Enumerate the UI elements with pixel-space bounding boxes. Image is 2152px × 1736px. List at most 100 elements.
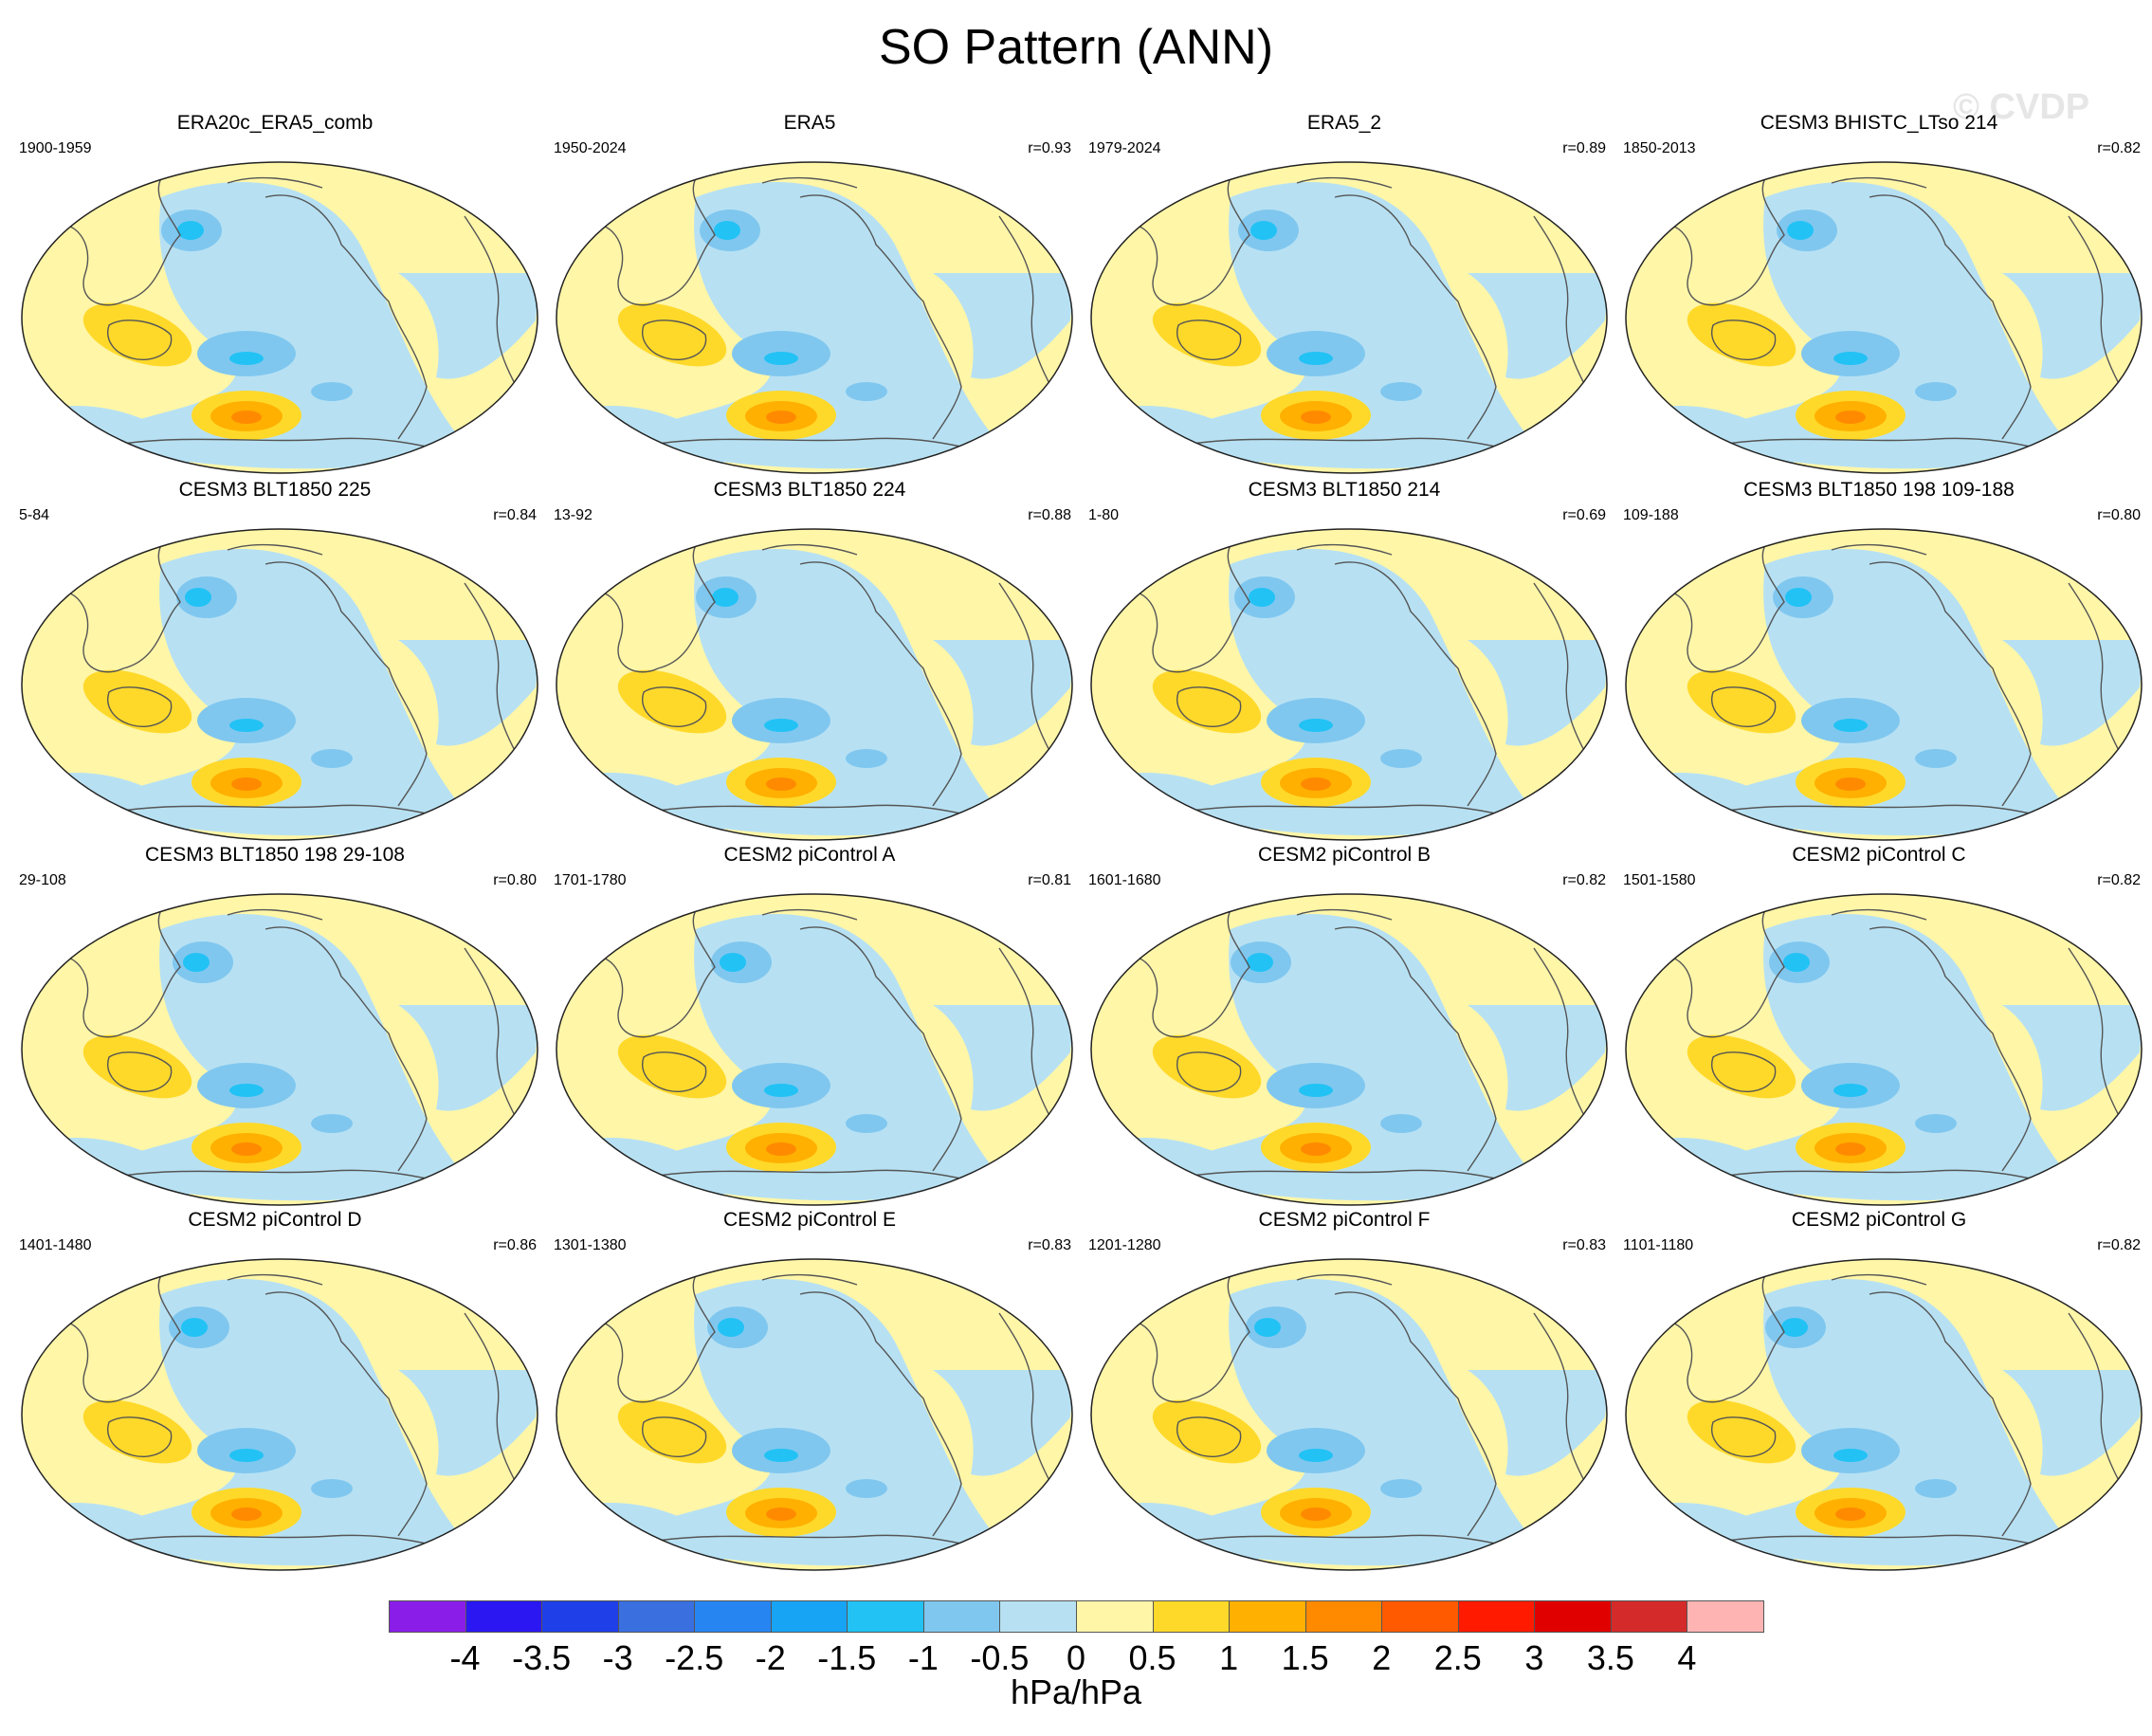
coastline-africa-europe	[464, 947, 522, 1129]
colorbar-tick-label: 1	[1219, 1638, 1239, 1677]
negative-region	[1164, 1279, 1534, 1566]
south-pacific-core	[1299, 352, 1333, 365]
colorbar-tick-label: 2.5	[1433, 1638, 1482, 1677]
panel-title: CESM3 BLT1850 224	[713, 479, 906, 501]
negative-patch	[846, 382, 887, 401]
colorbar-swatch	[389, 1600, 466, 1633]
coastline-arctic	[1296, 1273, 1393, 1286]
global-map	[556, 528, 1073, 841]
coastline-arctic	[1831, 176, 1927, 189]
southern-high-core	[1835, 1142, 1866, 1156]
panel-title: CESM2 piControl E	[722, 1209, 897, 1231]
south-pacific-core	[1299, 1084, 1333, 1097]
indo-pacific-high	[1152, 669, 1262, 734]
colorbar-tick-label: -1.5	[817, 1638, 877, 1677]
map-border	[21, 528, 538, 841]
coastline-asia	[581, 1274, 716, 1403]
watermark: © CVDP	[1953, 87, 2090, 127]
north-pacific-core	[185, 588, 211, 607]
colorbar-tick-label: 0.5	[1128, 1638, 1176, 1677]
pattern-correlation: r=0.69	[1562, 507, 1606, 523]
north-pacific-core	[1783, 953, 1810, 972]
global-map	[556, 893, 1073, 1206]
negative-region	[1164, 549, 1534, 836]
colorbar-swatch	[922, 1600, 1001, 1633]
negative-patch	[1915, 382, 1957, 401]
global-map	[21, 161, 538, 474]
coastline-africa-europe	[1533, 215, 1592, 397]
panel-title: CESM2 piControl A	[723, 844, 896, 866]
coastline-arctic	[761, 176, 858, 189]
colorbar-tick-label: -0.5	[970, 1638, 1030, 1677]
map-border	[1090, 161, 1608, 474]
coastline-americas	[799, 926, 962, 1172]
negative-region	[2002, 273, 2142, 379]
global-map	[1625, 161, 2143, 474]
coastline-americas	[1334, 561, 1497, 807]
panel-title: CESM2 piControl C	[1792, 844, 1966, 866]
indo-pacific-high	[1687, 669, 1796, 734]
colorbar-swatch	[541, 1600, 619, 1633]
coastline-australia	[642, 1051, 707, 1092]
coastline-americas	[264, 194, 428, 440]
coastline-americas	[799, 561, 962, 807]
coastline-americas	[799, 1291, 962, 1537]
coastline-asia	[1650, 177, 1785, 306]
coastline-arctic	[761, 908, 858, 921]
coastline-arctic	[227, 1273, 323, 1286]
map-border	[1625, 528, 2143, 841]
coastline-arctic	[1296, 176, 1393, 189]
coastline-antarctica	[1192, 1534, 1525, 1551]
global-map	[556, 161, 1073, 474]
panel-title: ERA5_2	[1306, 112, 1382, 134]
negative-region	[95, 1279, 465, 1566]
coastline-australia	[1176, 1416, 1242, 1457]
negative-region	[629, 1279, 999, 1566]
colorbar-tick-label: 3.5	[1586, 1638, 1634, 1677]
coastline-arctic	[1296, 908, 1393, 921]
map-border	[1090, 893, 1608, 1206]
coastline-americas	[1334, 194, 1497, 440]
global-map	[1090, 1258, 1608, 1571]
negative-patch	[311, 1479, 353, 1498]
colorbar-tick-label: 1.5	[1281, 1638, 1329, 1677]
coastline-asia	[1650, 544, 1785, 673]
map-panel: ERA5_2 1979-2024 r=0.89	[1079, 112, 1610, 474]
panel-period: 1601-1680	[1088, 872, 1161, 888]
map-border	[1090, 1258, 1608, 1571]
coastline-australia	[107, 1051, 173, 1092]
pattern-correlation: r=0.82	[2097, 1237, 2141, 1253]
map-border	[1090, 528, 1608, 841]
southern-high-core	[1301, 1142, 1331, 1156]
panel-title: CESM3 BLT1850 214	[1248, 479, 1441, 501]
coastline-americas	[1869, 561, 2032, 807]
coastline-australia	[107, 1416, 173, 1457]
coastline-antarctica	[1726, 1169, 2060, 1186]
coastline-antarctica	[1192, 437, 1525, 454]
coastline-africa-europe	[998, 582, 1057, 764]
panel-period: 1501-1580	[1623, 872, 1696, 888]
negative-region	[1699, 549, 2069, 836]
coastline-americas	[264, 926, 428, 1172]
colorbar-tick-label: 4	[1677, 1638, 1697, 1677]
indo-pacific-high	[82, 669, 192, 734]
pattern-correlation: r=0.84	[493, 507, 537, 523]
map-panel: CESM3 BLT1850 214 1-80 r=0.69	[1079, 479, 1610, 841]
south-pacific-core	[764, 1449, 798, 1462]
coastline-asia	[1116, 177, 1250, 306]
coastline-americas	[1869, 194, 2032, 440]
coastline-australia	[1711, 686, 1777, 727]
coastline-australia	[642, 1416, 707, 1457]
indo-pacific-high	[1687, 1034, 1796, 1099]
coastline-antarctica	[1726, 804, 2060, 821]
indo-pacific-high	[617, 1399, 727, 1464]
coastline-antarctica	[1192, 804, 1525, 821]
coastline-australia	[1711, 1416, 1777, 1457]
pattern-correlation: r=0.82	[1562, 872, 1606, 888]
north-pacific-core	[1785, 588, 1812, 607]
panel-title: CESM3 BHISTC_LTso 214	[1760, 112, 1998, 134]
negative-patch	[846, 1114, 887, 1133]
colorbar-swatch	[1304, 1600, 1383, 1633]
north-pacific-core	[1250, 221, 1277, 240]
pattern-correlation: r=0.82	[2097, 872, 2141, 888]
